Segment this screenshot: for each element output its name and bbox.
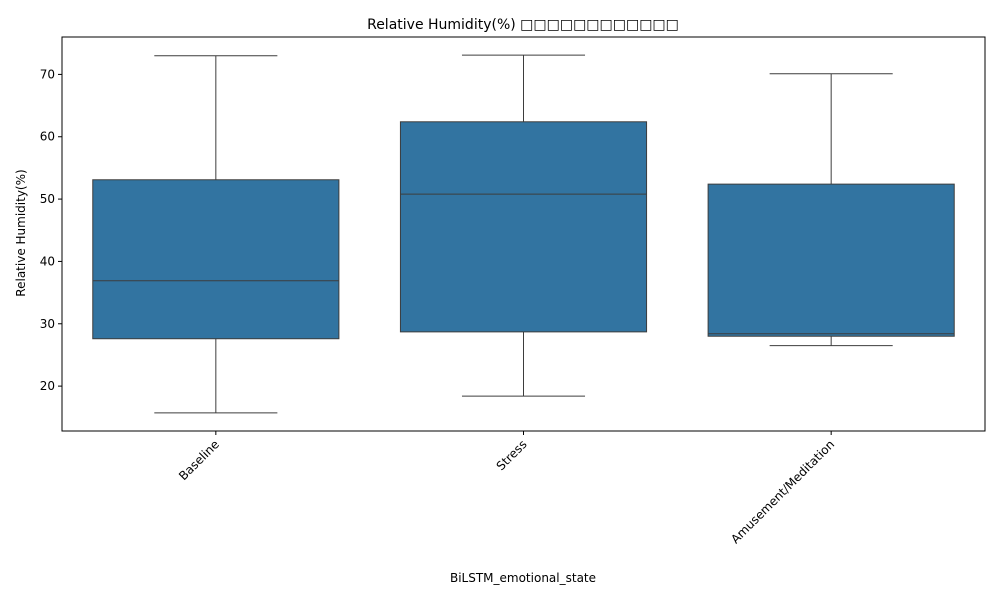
y-tick-label: 60 [40,130,55,144]
y-tick-label: 40 [40,254,55,268]
y-axis-label: Relative Humidity(%) [14,169,28,296]
box-iqr [92,179,340,340]
box-iqr [399,121,648,333]
x-axis-label: BiLSTM_emotional_state [450,571,596,585]
axes-frame [61,36,986,432]
y-tick-label: 30 [40,317,55,331]
y-tick-label: 50 [40,192,55,206]
box-iqr [707,183,955,337]
y-tick-label: 20 [40,379,55,393]
y-tick-label: 70 [40,67,55,81]
chart-title: Relative Humidity(%) □□□□□□□□□□□□ [367,17,679,33]
x-tick-label: Amusement/Meditation [728,437,837,546]
plot-area: 20 30 40 50 60 70 Baseline Stress Amusement/Medi… [40,36,986,546]
x-tick-label: Baseline [176,437,222,483]
x-tick-label: Stress [494,437,530,473]
